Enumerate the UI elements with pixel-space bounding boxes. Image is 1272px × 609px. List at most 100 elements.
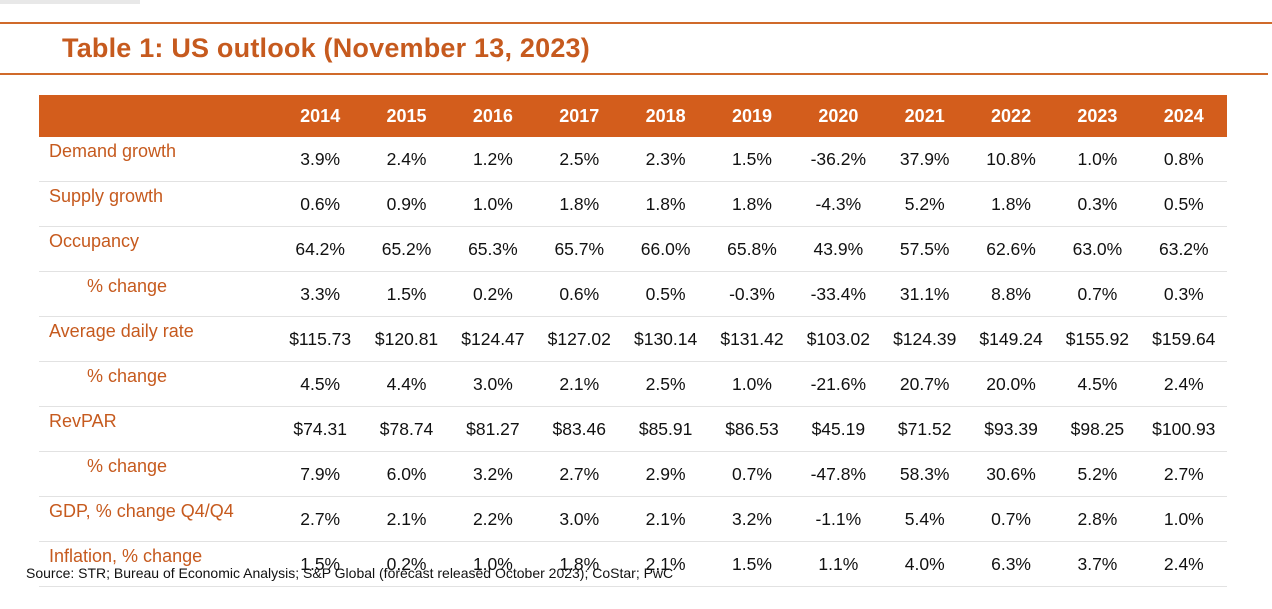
table-cell: 0.6% [277, 181, 364, 227]
table-row: % change 3.3% 1.5% 0.2% 0.6% 0.5% -0.3% -33.4% 3… [39, 271, 1227, 317]
table-cell: 2.7% [1140, 451, 1227, 497]
table-cell: 2.1% [363, 496, 450, 542]
table-cell: 37.9% [881, 137, 968, 182]
table-cell: 4.0% [881, 541, 968, 587]
table-row: % change 7.9% 6.0% 3.2% 2.7% 2.9% 0.7% -47.8% 58… [39, 451, 1227, 497]
table-cell: $127.02 [536, 316, 623, 362]
row-label: % change [39, 271, 277, 317]
table-cell: 6.3% [967, 541, 1055, 587]
table-cell: 0.2% [363, 541, 450, 587]
table-cell: $81.27 [449, 406, 537, 452]
table-cell: -4.3% [795, 181, 882, 227]
table-cell: $78.74 [363, 406, 450, 452]
table-cell: 0.3% [1140, 271, 1227, 317]
table-cell: 3.9% [277, 137, 364, 182]
table-cell: $130.14 [622, 316, 709, 362]
title-divider [0, 73, 1268, 75]
table-cell: 2.2% [449, 496, 537, 542]
table-cell: $100.93 [1140, 406, 1227, 452]
table-cell: 58.3% [881, 451, 968, 497]
table-cell: $74.31 [277, 406, 364, 452]
table-row: Supply growth 0.6% 0.9% 1.0% 1.8% 1.8% 1.8% -4.… [39, 181, 1227, 227]
table-cell: 20.0% [967, 361, 1055, 407]
table-cell: 1.0% [1140, 496, 1227, 542]
table-cell: $149.24 [967, 316, 1055, 362]
table-cell: 3.0% [536, 496, 623, 542]
table-cell: 31.1% [881, 271, 968, 317]
table-cell: 2.4% [1140, 541, 1227, 587]
table-cell: 66.0% [622, 226, 709, 272]
table-cell: 0.2% [449, 271, 537, 317]
row-label: GDP, % change Q4/Q4 [39, 496, 277, 542]
table-cell: $86.53 [708, 406, 796, 452]
table-cell: 5.4% [881, 496, 968, 542]
table-cell: 10.8% [967, 137, 1055, 182]
table-cell: 0.5% [1140, 181, 1227, 227]
table-cell: 2.9% [622, 451, 709, 497]
column-header-year: 2023 [1054, 95, 1141, 137]
table-cell: 1.0% [1054, 137, 1141, 182]
table-cell: $71.52 [881, 406, 968, 452]
table-row: GDP, % change Q4/Q4 2.7% 2.1% 2.2% 3.0% 2.1% 3… [39, 496, 1227, 542]
table-cell: 4.4% [363, 361, 450, 407]
table-cell: 1.8% [536, 181, 623, 227]
table-cell: $45.19 [795, 406, 882, 452]
column-header-year: 2022 [967, 95, 1055, 137]
table-cell: 2.7% [277, 496, 364, 542]
row-label: % change [39, 451, 277, 497]
table-cell: 1.0% [449, 541, 537, 587]
table-cell: 2.5% [622, 361, 709, 407]
column-header-year: 2014 [277, 95, 364, 137]
table-cell: 65.3% [449, 226, 537, 272]
table-cell: 5.2% [1054, 451, 1141, 497]
table-cell: 2.4% [1140, 361, 1227, 407]
table-row: Demand growth 3.9% 2.4% 1.2% 2.5% 2.3% 1.5% -36… [39, 137, 1227, 182]
table-cell: -0.3% [708, 271, 796, 317]
table-row: % change 4.5% 4.4% 3.0% 2.1% 2.5% 1.0% -21.6% 20… [39, 361, 1227, 407]
table-cell: 65.2% [363, 226, 450, 272]
column-header-year: 2018 [622, 95, 709, 137]
table-cell: 1.5% [363, 271, 450, 317]
column-header-year: 2021 [881, 95, 968, 137]
table-cell: $103.02 [795, 316, 882, 362]
column-header-year: 2019 [708, 95, 796, 137]
table-cell: 2.4% [363, 137, 450, 182]
table-cell: 1.5% [277, 541, 364, 587]
table-cell: $159.64 [1140, 316, 1227, 362]
table-cell: 3.3% [277, 271, 364, 317]
table-cell: $155.92 [1054, 316, 1141, 362]
table-cell: 2.1% [622, 496, 709, 542]
table-cell: 3.2% [708, 496, 796, 542]
row-label: Average daily rate [39, 316, 277, 362]
table-cell: 4.5% [1054, 361, 1141, 407]
table-cell: 0.5% [622, 271, 709, 317]
table-cell: 1.0% [708, 361, 796, 407]
table-cell: -36.2% [795, 137, 882, 182]
column-header-year: 2015 [363, 95, 450, 137]
row-label: Inflation, % change [39, 541, 277, 587]
table-cell: 64.2% [277, 226, 364, 272]
row-label: % change [39, 361, 277, 407]
column-header-label [39, 95, 277, 137]
table-cell: $120.81 [363, 316, 450, 362]
table-cell: 1.8% [536, 541, 623, 587]
table-cell: 1.1% [795, 541, 882, 587]
table-cell: $85.91 [622, 406, 709, 452]
top-rule-right [424, 22, 1272, 24]
table-cell: 57.5% [881, 226, 968, 272]
row-label: Demand growth [39, 137, 277, 182]
table-body: Demand growth 3.9% 2.4% 1.2% 2.5% 2.3% 1.5% -36… [39, 137, 1227, 587]
table-cell: 0.9% [363, 181, 450, 227]
column-header-year: 2020 [795, 95, 882, 137]
table-cell: 0.3% [1054, 181, 1141, 227]
table-cell: 0.7% [967, 496, 1055, 542]
table-cell: 1.0% [449, 181, 537, 227]
table-cell: 65.8% [708, 226, 796, 272]
table-cell: 0.7% [708, 451, 796, 497]
table-cell: 1.8% [622, 181, 709, 227]
outlook-table: 2014 2015 2016 2017 2018 2019 2020 2021 … [39, 95, 1227, 587]
table-cell: -33.4% [795, 271, 882, 317]
table-header-row: 2014 2015 2016 2017 2018 2019 2020 2021 … [39, 95, 1227, 137]
top-rule-left [0, 22, 424, 24]
table-cell: 63.0% [1054, 226, 1141, 272]
